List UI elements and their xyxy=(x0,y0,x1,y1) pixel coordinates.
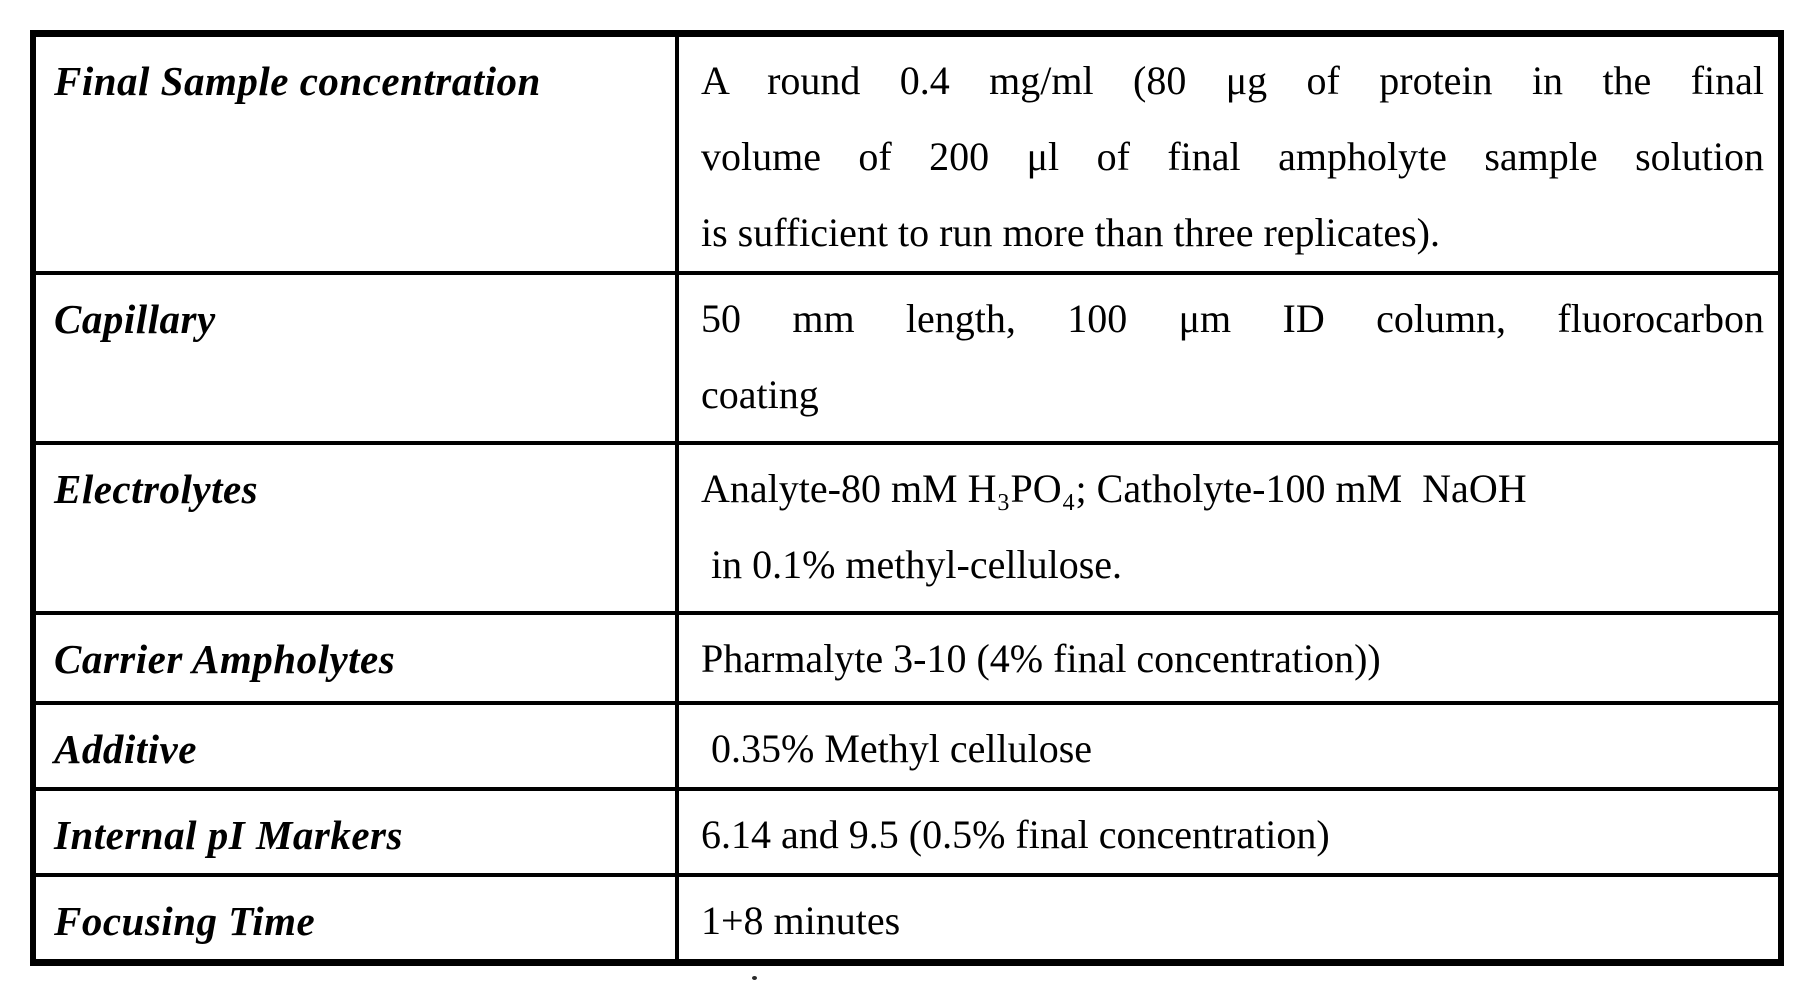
row-value: A round 0.4 mg/ml (80 μg of protein in t… xyxy=(675,30,1784,275)
value-line: A round 0.4 mg/ml (80 μg of protein in t… xyxy=(701,58,1764,103)
value-line: Analyte-80 mM H₃PO₄; Catholyte-100 mM Na… xyxy=(701,466,1527,511)
parameters-table-body: Final Sample concentration A round 0.4 mg… xyxy=(30,30,1784,966)
table-row: Focusing Time 1+8 minutes xyxy=(30,873,1784,966)
row-label: Carrier Ampholytes xyxy=(30,611,679,705)
value-line: 0.35% Methyl cellulose xyxy=(701,726,1093,771)
table-row: Electrolytes Analyte-80 mM H₃PO₄; Catholy… xyxy=(30,441,1784,615)
scan-noise-speck xyxy=(752,976,757,980)
value-line: in 0.1% methyl-cellulose. xyxy=(701,542,1123,587)
value-line: coating xyxy=(701,372,819,417)
value-line: is sufficient to run more than three rep… xyxy=(701,210,1441,255)
row-value: Analyte-80 mM H₃PO₄; Catholyte-100 mM Na… xyxy=(675,441,1784,615)
row-value: 50 mm length, 100 μm ID column, fluoroca… xyxy=(675,271,1784,445)
value-line: 50 mm length, 100 μm ID column, fluoroca… xyxy=(701,296,1764,341)
value-line: volume of 200 μl of final ampholyte samp… xyxy=(701,134,1764,179)
row-label: Electrolytes xyxy=(30,441,679,615)
row-value: 0.35% Methyl cellulose xyxy=(675,701,1784,791)
value-line: 1+8 minutes xyxy=(701,898,901,943)
value-line: Pharmalyte 3-10 (4% final concentration)… xyxy=(701,636,1381,681)
table-row: Additive 0.35% Methyl cellulose xyxy=(30,701,1784,791)
row-value: 1+8 minutes xyxy=(675,873,1784,966)
parameters-table: Final Sample concentration A round 0.4 mg… xyxy=(30,30,1784,966)
row-value: Pharmalyte 3-10 (4% final concentration)… xyxy=(675,611,1784,705)
row-label: Final Sample concentration xyxy=(30,30,679,275)
row-label: Capillary xyxy=(30,271,679,445)
value-line: 6.14 and 9.5 (0.5% final concentration) xyxy=(701,812,1330,857)
table-row: Capillary 50 mm length, 100 μm ID column,… xyxy=(30,271,1784,445)
row-label: Additive xyxy=(30,701,679,791)
row-value: 6.14 and 9.5 (0.5% final concentration) xyxy=(675,787,1784,877)
table-row: Internal pI Markers 6.14 and 9.5 (0.5% fi… xyxy=(30,787,1784,877)
table-row: Carrier Ampholytes Pharmalyte 3-10 (4% fi… xyxy=(30,611,1784,705)
table-row: Final Sample concentration A round 0.4 mg… xyxy=(30,30,1784,275)
row-label: Focusing Time xyxy=(30,873,679,966)
row-label: Internal pI Markers xyxy=(30,787,679,877)
